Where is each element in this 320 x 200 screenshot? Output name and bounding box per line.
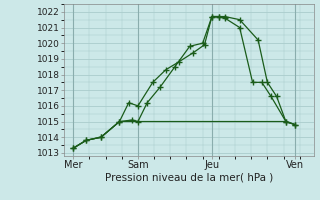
X-axis label: Pression niveau de la mer( hPa ): Pression niveau de la mer( hPa ) (105, 173, 273, 183)
